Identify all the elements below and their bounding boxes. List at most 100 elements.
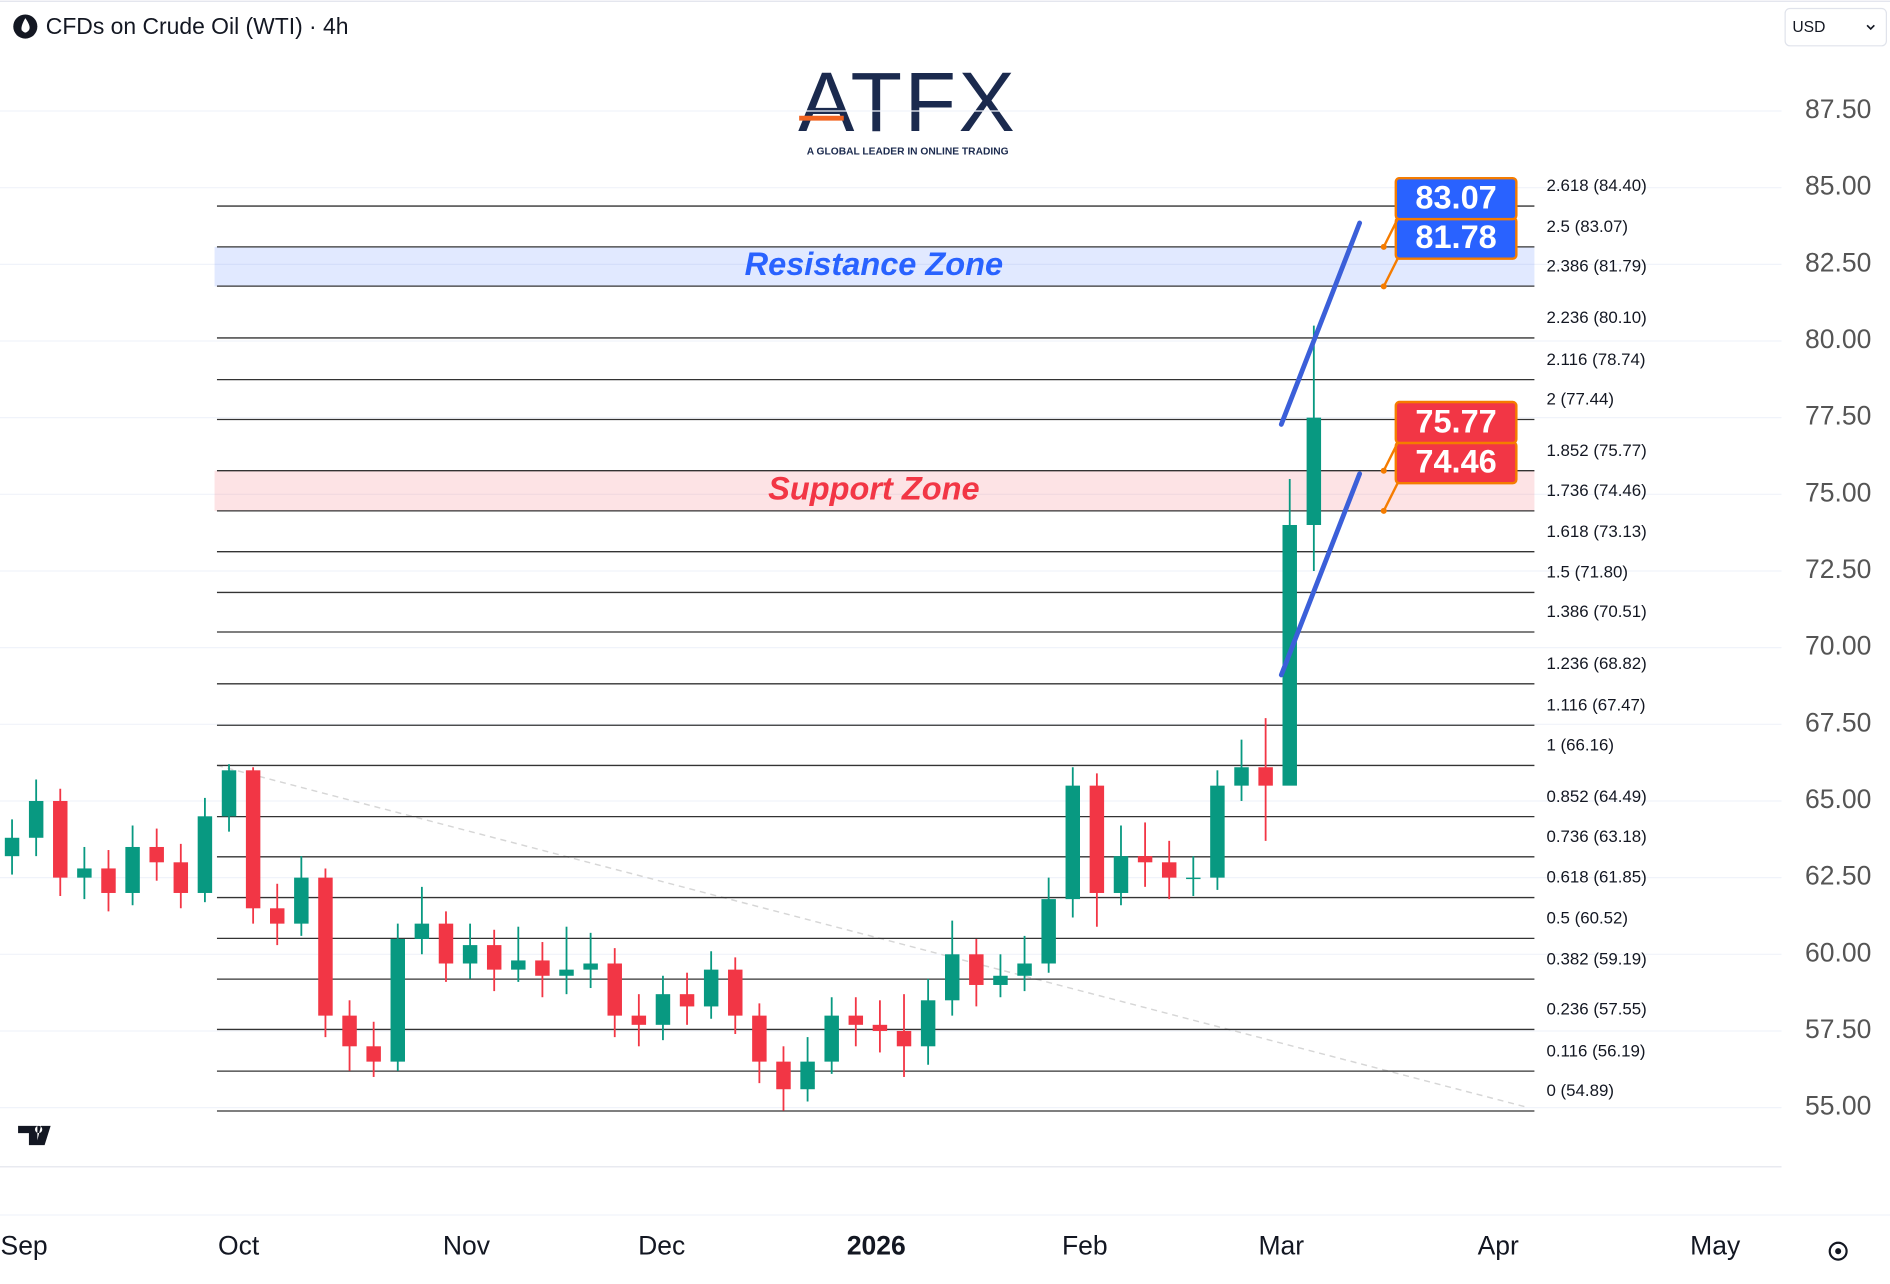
y-tick-label: 62.50 [1805,861,1871,891]
candle-body [776,1061,791,1090]
candle-body [872,1024,888,1031]
fib-label: 2.5 (83.07) [1546,217,1628,236]
candle-body [28,800,44,838]
settings-icon-dot [1835,1248,1842,1255]
y-tick-label: 70.00 [1805,631,1871,661]
fib-label: 2.116 (78.74) [1546,350,1645,369]
candle-body [631,1015,647,1025]
candle-body [848,1015,864,1025]
fib-label: 2.618 (84.40) [1546,176,1646,195]
candle-body [896,1030,912,1047]
candle-body [1306,417,1322,525]
x-tick-label: May [1690,1231,1741,1261]
fib-label: 1 (66.16) [1546,736,1613,755]
badge-anchor [1380,507,1387,514]
fib-label: 1.116 (67.47) [1546,695,1645,714]
candle-body [294,877,309,924]
y-tick-label: 77.50 [1805,401,1871,431]
candle-body [4,837,20,857]
badge-anchor [1380,467,1387,474]
candle-body [969,954,984,985]
fib-label: 2.236 (80.10) [1546,308,1646,327]
y-tick-label: 72.50 [1805,554,1871,584]
candle-body [53,800,68,878]
fib-label: 0.852 (64.49) [1546,787,1646,806]
candle-body [607,963,622,1016]
price-badge [1394,176,1518,221]
price-badge-label: 74.46 [1415,443,1496,479]
candle-body [197,816,213,893]
settings-icon[interactable] [1828,1241,1848,1261]
candle-body [728,969,743,1016]
fib-label: 0 (54.89) [1546,1081,1613,1100]
candle-body [486,945,502,970]
fib-label: 1.5 (71.80) [1546,563,1628,582]
x-tick-label: Oct [218,1231,260,1261]
candle-body [438,923,454,964]
candle-body [125,846,140,893]
candle-body [342,1015,357,1047]
candle-body [1113,856,1129,893]
candle-body [1234,767,1249,786]
zone-label: Resistance Zone [745,246,1004,282]
price-badge [1394,400,1518,445]
zone [214,246,1535,287]
candle-body [270,908,285,924]
candle-body [1089,785,1105,893]
currency-select[interactable] [1784,7,1887,47]
fib-label: 0.618 (61.85) [1546,868,1646,887]
candle-body [1161,862,1177,878]
fib-label: 1.386 (70.51) [1546,602,1646,621]
currency-label[interactable]: USD [1792,19,1825,36]
y-tick-label: 67.50 [1805,707,1871,737]
fib-label: 1.236 (68.82) [1546,654,1646,673]
candle-body [1258,767,1273,786]
candle-body [920,1000,936,1047]
candle-body [945,954,960,1001]
candle-body [1210,785,1225,878]
candle-body [245,770,261,909]
y-tick-label: 57.50 [1805,1014,1871,1044]
candle-body [173,862,189,893]
x-tick-label: Nov [443,1231,491,1261]
trendline [216,764,1529,1109]
candle-body [535,960,550,976]
y-tick-label: 75.00 [1805,477,1871,507]
logo-name: ATFX [798,55,1017,149]
fib-label: 0.736 (63.18) [1546,827,1646,846]
y-tick-label: 85.00 [1805,171,1871,201]
logo-tagline: A GLOBAL LEADER IN ONLINE TRADING [807,147,1009,158]
candle-body [366,1046,381,1062]
x-tick-label: 2026 [847,1231,906,1261]
candle-body [1065,785,1080,900]
fib-label: 1.736 (74.46) [1546,481,1646,500]
chart-title: CFDs on Crude Oil (WTI) · 4h [46,13,349,39]
candle-body [1137,856,1153,863]
fib-label: 2.386 (81.79) [1546,256,1646,275]
badge-anchor [1380,283,1387,290]
candle-body [655,994,671,1025]
candle-body [559,969,574,976]
y-tick-label: 60.00 [1805,937,1871,967]
x-tick-label: Sep [1,1231,48,1261]
fib-label: 0.236 (57.55) [1546,1000,1646,1019]
channel-line [1278,471,1363,678]
fib-label: 1.618 (73.13) [1546,522,1646,541]
candle-body [752,1015,767,1062]
candle-body [149,846,164,863]
x-tick-label: Feb [1062,1231,1108,1261]
y-tick-label: 87.50 [1805,94,1871,124]
fib-label: 0.116 (56.19) [1546,1041,1645,1060]
candle-body [462,945,478,964]
y-tick-label: 82.50 [1805,247,1871,277]
candle-body [583,963,598,970]
fib-label: 0.382 (59.19) [1546,949,1646,968]
candle-body [1017,963,1032,976]
candle-body [679,994,695,1007]
badge-anchor [1380,243,1387,250]
price-badge-label: 83.07 [1415,179,1496,215]
symbol-drop [21,18,30,33]
x-tick-label: Dec [638,1231,685,1261]
tradingview-logo [18,1125,51,1146]
